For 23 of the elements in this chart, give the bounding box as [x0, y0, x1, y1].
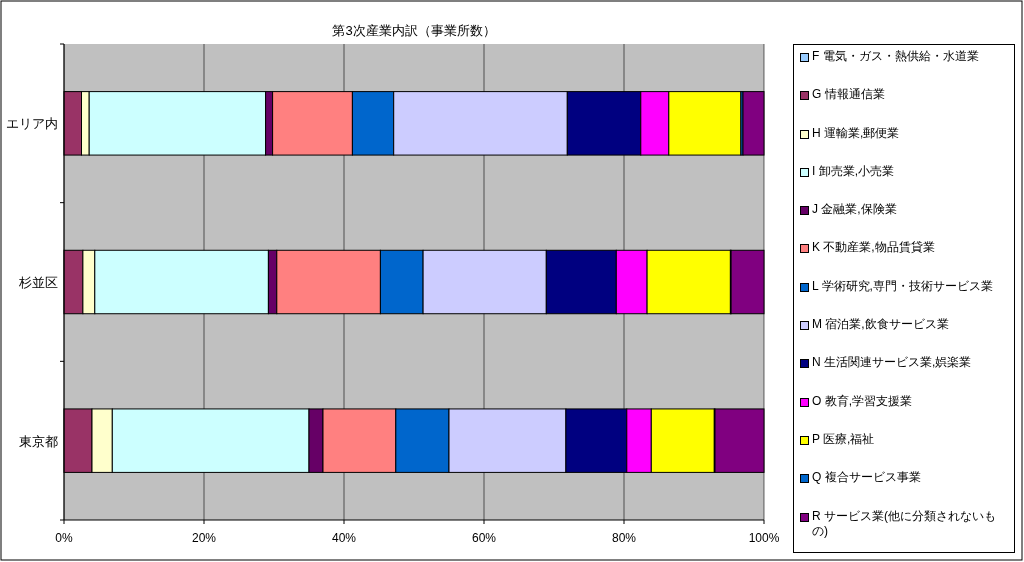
- legend-label: I 卸売業,小売業: [812, 163, 895, 179]
- x-tick-label: 80%: [611, 531, 637, 545]
- legend-label: M 宿泊業,飲食サービス業: [812, 317, 950, 333]
- legend-label: H 運輸業,郵便業: [812, 125, 901, 141]
- legend-label: N 生活関連サービス業,娯楽業: [812, 355, 973, 371]
- legend-label: J 金融業,保険業: [812, 202, 898, 218]
- x-tick-label: 100%: [748, 531, 780, 545]
- x-tick-label: 0%: [55, 531, 73, 545]
- y-tick-label: 東京都: [19, 433, 58, 449]
- y-tick-label: 杉並区: [18, 275, 58, 290]
- legend-label: L 学術研究,専門・技術サービス業: [812, 278, 994, 294]
- chart-title: 第3次産業内訳（事業所数）: [332, 23, 496, 38]
- x-tick-label: 60%: [471, 531, 497, 545]
- legend-label: Q 複合サービス事業: [812, 470, 922, 486]
- x-tick-label: 20%: [191, 531, 217, 545]
- legend-label: G 情報通信業: [812, 87, 886, 103]
- legend-label: R サービス業(他に分類されないもの): [812, 508, 997, 539]
- legend-label: F 電気・ガス・熱供給・水道業: [812, 49, 980, 64]
- legend-label: K 不動産業,物品賃貸業: [812, 240, 936, 256]
- x-tick-label: 40%: [331, 531, 357, 545]
- legend-label: O 教育,学習支援業: [812, 393, 913, 409]
- y-tick-label: エリア内: [6, 116, 58, 132]
- legend-label: P 医療,福祉: [812, 431, 876, 447]
